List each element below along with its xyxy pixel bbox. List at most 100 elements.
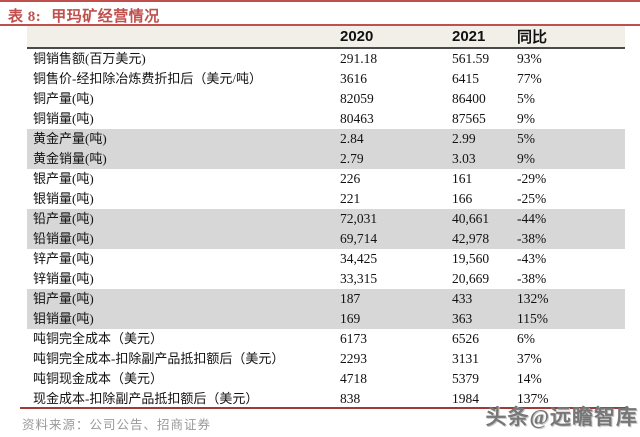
table-number-label: 表 8: xyxy=(8,9,42,25)
row-label: 钼产量(吨) xyxy=(33,291,94,306)
column-header-2021: 2021 xyxy=(452,28,486,45)
top-divider xyxy=(0,0,640,2)
row-value-2021: 561.59 xyxy=(452,51,490,66)
row-label: 钼销量(吨) xyxy=(33,311,94,326)
row-value-2020: 838 xyxy=(340,391,361,406)
row-value-2021: 6415 xyxy=(452,71,479,86)
table-row: 吨铜完全成本（美元） 6173 6526 6% xyxy=(27,329,625,349)
table-row: 吨铜完全成本-扣除副产品抵扣额后（美元） 2293 3131 37% xyxy=(27,349,625,369)
row-value-yoy: 6% xyxy=(517,331,535,346)
row-value-2020: 72,031 xyxy=(340,211,378,226)
row-value-yoy: 5% xyxy=(517,91,535,106)
row-value-2020: 169 xyxy=(340,311,361,326)
row-label: 吨铜完全成本-扣除副产品抵扣额后（美元） xyxy=(33,351,285,366)
row-value-2021: 1984 xyxy=(452,391,479,406)
row-value-2020: 6173 xyxy=(340,331,367,346)
row-value-2021: 5379 xyxy=(452,371,479,386)
row-value-yoy: 93% xyxy=(517,51,542,66)
table-row: 现金成本-扣除副产品抵扣额后（美元） 838 1984 137% xyxy=(27,389,625,409)
row-value-2020: 226 xyxy=(340,171,361,186)
row-value-2021: 3.03 xyxy=(452,151,476,166)
row-label: 吨铜现金成本（美元） xyxy=(33,371,164,386)
table-row: 锌产量(吨) 34,425 19,560 -43% xyxy=(27,249,625,269)
row-value-2020: 187 xyxy=(340,291,361,306)
row-value-2021: 166 xyxy=(452,191,473,206)
page-title: 表 8: 甲玛矿经营情况 xyxy=(8,5,160,26)
row-label: 吨铜完全成本（美元） xyxy=(33,331,164,346)
table-row: 铅销量(吨) 69,714 42,978 -38% xyxy=(27,229,625,249)
row-label: 锌销量(吨) xyxy=(33,271,94,286)
row-value-2020: 2.79 xyxy=(340,151,364,166)
column-header-metric xyxy=(27,26,340,48)
row-value-2021: 87565 xyxy=(452,111,486,126)
row-value-yoy: -38% xyxy=(517,231,547,246)
row-value-yoy: -38% xyxy=(517,271,547,286)
row-value-2021: 6526 xyxy=(452,331,479,346)
row-value-yoy: 115% xyxy=(517,311,548,326)
table-row: 黄金销量(吨) 2.79 3.03 9% xyxy=(27,149,625,169)
table-row: 银销量(吨) 221 166 -25% xyxy=(27,189,625,209)
table-title-text: 甲玛矿经营情况 xyxy=(51,9,160,25)
table-row: 银产量(吨) 226 161 -29% xyxy=(27,169,625,189)
row-value-2020: 291.18 xyxy=(340,51,378,66)
row-value-2020: 34,425 xyxy=(340,251,378,266)
row-value-yoy: 77% xyxy=(517,71,542,86)
row-value-yoy: 14% xyxy=(517,371,542,386)
header-row: 2020 2021 同比 xyxy=(27,26,625,48)
operations-table: 2020 2021 同比 铜销售额(百万美元) 291.18 561.59 93… xyxy=(27,26,625,409)
row-value-yoy: 5% xyxy=(517,131,535,146)
table-row: 铜产量(吨) 82059 86400 5% xyxy=(27,89,625,109)
table-body: 铜销售额(百万美元) 291.18 561.59 93% 铜售价-经扣除冶炼费折… xyxy=(27,48,625,409)
row-label: 铜售价-经扣除冶炼费折扣后（美元/吨） xyxy=(33,71,262,86)
column-header-2020: 2020 xyxy=(340,28,374,45)
row-value-2020: 2.84 xyxy=(340,131,364,146)
column-header-yoy: 同比 xyxy=(517,29,548,46)
row-label: 黄金产量(吨) xyxy=(33,131,107,146)
row-label: 现金成本-扣除副产品抵扣额后（美元） xyxy=(33,391,259,406)
row-value-2021: 433 xyxy=(452,291,473,306)
row-value-2021: 3131 xyxy=(452,351,479,366)
row-value-yoy: 37% xyxy=(517,351,542,366)
table-row: 吨铜现金成本（美元） 4718 5379 14% xyxy=(27,369,625,389)
row-value-2020: 3616 xyxy=(340,71,367,86)
table-row: 钼销量(吨) 169 363 115% xyxy=(27,309,625,329)
row-label: 黄金销量(吨) xyxy=(33,151,107,166)
source-note: 资料来源：公司公告、招商证券 xyxy=(22,418,212,432)
row-value-2021: 19,560 xyxy=(452,251,490,266)
row-value-2021: 86400 xyxy=(452,91,486,106)
row-label: 铜销售额(百万美元) xyxy=(33,51,146,66)
row-value-yoy: -44% xyxy=(517,211,547,226)
row-value-2021: 161 xyxy=(452,171,473,186)
row-label: 铜销量(吨) xyxy=(33,111,94,126)
table-row: 铜销量(吨) 80463 87565 9% xyxy=(27,109,625,129)
table-row: 铜销售额(百万美元) 291.18 561.59 93% xyxy=(27,48,625,69)
row-value-yoy: 132% xyxy=(517,291,549,306)
row-label: 铜产量(吨) xyxy=(33,91,94,106)
row-label: 银产量(吨) xyxy=(33,171,94,186)
row-value-2021: 2.99 xyxy=(452,131,476,146)
row-label: 银销量(吨) xyxy=(33,191,94,206)
row-value-2021: 42,978 xyxy=(452,231,490,246)
watermark-text: 头条@远瞻智库 xyxy=(485,405,638,429)
row-value-2020: 4718 xyxy=(340,371,367,386)
row-value-yoy: 9% xyxy=(517,111,535,126)
row-value-2020: 2293 xyxy=(340,351,367,366)
row-label: 铅产量(吨) xyxy=(33,211,94,226)
row-label: 锌产量(吨) xyxy=(33,251,94,266)
table-row: 铜售价-经扣除冶炼费折扣后（美元/吨） 3616 6415 77% xyxy=(27,69,625,89)
row-value-2020: 69,714 xyxy=(340,231,378,246)
row-label: 铅销量(吨) xyxy=(33,231,94,246)
row-value-2020: 82059 xyxy=(340,91,374,106)
row-value-2020: 221 xyxy=(340,191,361,206)
table-row: 锌销量(吨) 33,315 20,669 -38% xyxy=(27,269,625,289)
title-underline xyxy=(0,24,640,26)
table-header: 2020 2021 同比 xyxy=(27,26,625,48)
row-value-2021: 40,661 xyxy=(452,211,490,226)
table-row: 铅产量(吨) 72,031 40,661 -44% xyxy=(27,209,625,229)
row-value-2021: 363 xyxy=(452,311,473,326)
row-value-yoy: -25% xyxy=(517,191,547,206)
row-value-2020: 33,315 xyxy=(340,271,378,286)
table-row: 黄金产量(吨) 2.84 2.99 5% xyxy=(27,129,625,149)
row-value-yoy: -29% xyxy=(517,171,547,186)
row-value-yoy: -43% xyxy=(517,251,547,266)
